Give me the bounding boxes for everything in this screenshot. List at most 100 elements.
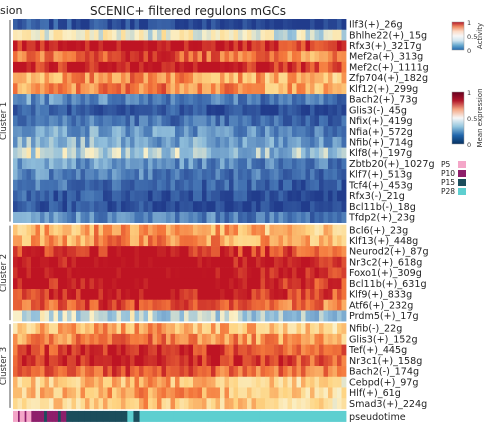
heatmap-cell [125, 323, 131, 335]
heatmap-cell [220, 190, 225, 202]
heatmap-cell [188, 158, 194, 170]
heatmap-cell [26, 179, 32, 191]
heatmap-cell [283, 310, 288, 322]
heatmap-cell [89, 310, 95, 322]
heatmap-cell [13, 333, 18, 345]
heatmap-cell [157, 344, 162, 356]
heatmap-cell [94, 387, 99, 399]
heatmap-cell [94, 310, 99, 322]
heatmap-cell [161, 51, 167, 63]
heatmap-cell [157, 126, 162, 138]
heatmap-cell [152, 299, 158, 311]
heatmap-cell [265, 387, 270, 399]
row-label: Bcl11b(+)_631g [349, 279, 427, 290]
heatmap-cell [341, 256, 347, 268]
heatmap-cell [337, 94, 342, 106]
heatmap-cell [76, 51, 81, 63]
heatmap-cell [139, 147, 144, 159]
heatmap-cell [31, 310, 36, 322]
heatmap-cell [94, 179, 99, 191]
heatmap-cell [310, 136, 315, 148]
heatmap-cell [53, 278, 59, 290]
heatmap-cell [98, 310, 104, 322]
heatmap-cell [17, 344, 23, 356]
heatmap-cell [256, 115, 261, 127]
heatmap-cell [94, 72, 99, 84]
heatmap-cell [278, 61, 284, 73]
heatmap-cell [139, 19, 144, 31]
heatmap-cell [71, 61, 77, 73]
heatmap-cell [71, 94, 77, 106]
heatmap-cell [53, 366, 59, 378]
heatmap-cell [337, 333, 342, 345]
heatmap-cell [157, 376, 162, 388]
heatmap-cell [206, 115, 212, 127]
heatmap-cell [251, 83, 257, 95]
heatmap-cell [238, 299, 243, 311]
heatmap-cell [202, 355, 207, 367]
heatmap-row [13, 387, 347, 399]
heatmap-cell [62, 104, 68, 116]
heatmap-cell [139, 51, 144, 63]
heatmap-cell [71, 158, 77, 170]
stage-swatch [458, 179, 466, 186]
heatmap-cell [184, 136, 189, 148]
heatmap-cell [310, 61, 315, 73]
heatmap-cell [247, 299, 252, 311]
heatmap-cell [143, 201, 149, 213]
heatmap-cell [229, 115, 234, 127]
heatmap-cell [62, 158, 68, 170]
heatmap-cell [103, 19, 108, 31]
heatmap-cell [269, 147, 275, 159]
heatmap-cell [121, 190, 126, 202]
heatmap-cell [251, 323, 257, 335]
heatmap-cell [179, 94, 185, 106]
heatmap-cell [265, 19, 270, 31]
heatmap-cell [274, 104, 279, 116]
heatmap-cell [53, 179, 59, 191]
heatmap-cell [76, 190, 81, 202]
heatmap-cell [260, 29, 266, 41]
heatmap-cell [49, 344, 54, 356]
heatmap-cell [31, 51, 36, 63]
heatmap-cell [229, 398, 234, 410]
heatmap-cell [157, 72, 162, 84]
heatmap-cell [13, 104, 18, 116]
heatmap-cell [152, 235, 158, 247]
heatmap-cell [134, 147, 140, 159]
heatmap-cell [206, 256, 212, 268]
heatmap-cell [130, 61, 135, 73]
heatmap-cell [328, 61, 333, 73]
heatmap-cell [247, 267, 252, 279]
heatmap-cell [242, 278, 248, 290]
heatmap-cell [319, 104, 324, 116]
heatmap-cell [130, 201, 135, 213]
heatmap-cell [296, 19, 302, 31]
heatmap-cell [283, 224, 288, 236]
heatmap-cell [251, 366, 257, 378]
heatmap-cell [332, 201, 338, 213]
heatmap-cell [314, 51, 320, 63]
heatmap-cell [58, 246, 63, 258]
pseudotime-segment [115, 410, 122, 422]
heatmap-cell [139, 366, 144, 378]
heatmap-cell [332, 115, 338, 127]
heatmap-cell [215, 299, 221, 311]
heatmap-cell [233, 235, 239, 247]
heatmap-cell [287, 136, 293, 148]
heatmap-cell [134, 61, 140, 73]
heatmap-cell [76, 267, 81, 279]
pseudotime-segment [259, 410, 278, 422]
heatmap-cell [125, 169, 131, 181]
heatmap-cell [71, 40, 77, 52]
heatmap-cell [170, 126, 176, 138]
heatmap-cell [13, 235, 18, 247]
heatmap-cell [296, 126, 302, 138]
heatmap-cell [197, 299, 203, 311]
heatmap-cell [242, 376, 248, 388]
heatmap-cell [193, 235, 198, 247]
heatmap-cell [170, 387, 176, 399]
heatmap-cell [139, 246, 144, 258]
heatmap-cell [31, 83, 36, 95]
heatmap-cell [301, 224, 306, 236]
